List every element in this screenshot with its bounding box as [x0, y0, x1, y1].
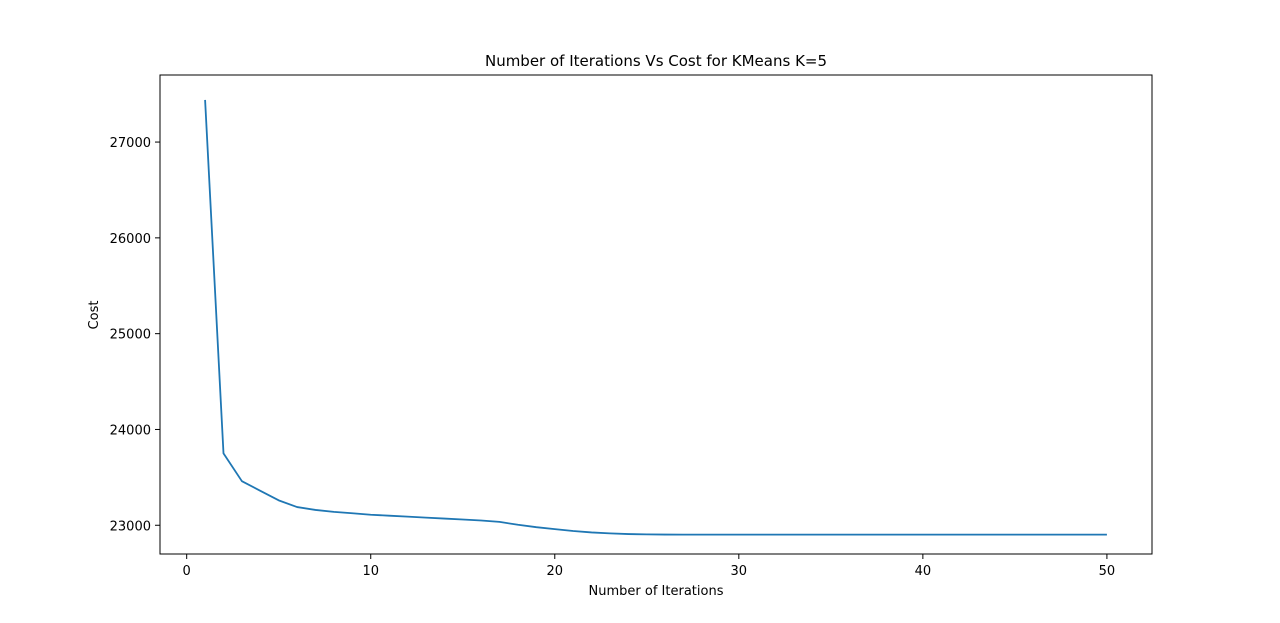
- x-tick-label: 40: [915, 564, 932, 579]
- x-tick-label: 20: [547, 564, 564, 579]
- y-tick-label: 25000: [110, 328, 151, 343]
- y-tick-label: 27000: [110, 136, 151, 151]
- y-axis-label: Cost: [87, 301, 102, 330]
- x-tick-label: 10: [362, 564, 379, 579]
- y-axis-ticks: 23000 24000 25000 26000 27000: [110, 136, 160, 534]
- y-tick-label: 23000: [110, 519, 151, 534]
- x-axis-label: Number of Iterations: [589, 584, 724, 599]
- x-tick-label: 30: [731, 564, 748, 579]
- series-line: [204, 99, 1107, 536]
- chart-title: Number of Iterations Vs Cost for KMeans …: [485, 52, 827, 70]
- y-tick-label: 26000: [110, 232, 151, 247]
- x-tick-label: 0: [183, 564, 191, 579]
- x-tick-label: 50: [1099, 564, 1116, 579]
- x-axis-ticks: 0 10 20 30 40 50: [183, 554, 1116, 579]
- y-tick-label: 24000: [110, 423, 151, 438]
- series-layer: [204, 99, 1107, 536]
- plot-area: [160, 75, 1152, 554]
- plot-frame: [159, 74, 1153, 555]
